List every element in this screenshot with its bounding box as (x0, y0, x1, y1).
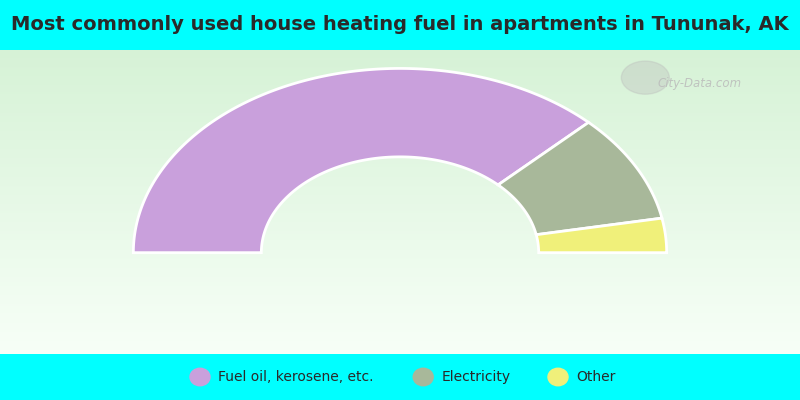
Polygon shape (536, 218, 666, 253)
Circle shape (622, 61, 670, 94)
Ellipse shape (548, 368, 568, 386)
Ellipse shape (190, 368, 210, 386)
Text: Electricity: Electricity (442, 370, 510, 384)
Text: City-Data.com: City-Data.com (658, 77, 742, 90)
Text: Most commonly used house heating fuel in apartments in Tununak, AK: Most commonly used house heating fuel in… (11, 16, 789, 34)
Polygon shape (498, 122, 662, 235)
Text: Other: Other (576, 370, 615, 384)
Polygon shape (134, 68, 589, 253)
Text: Fuel oil, kerosene, etc.: Fuel oil, kerosene, etc. (218, 370, 374, 384)
Ellipse shape (413, 368, 434, 386)
